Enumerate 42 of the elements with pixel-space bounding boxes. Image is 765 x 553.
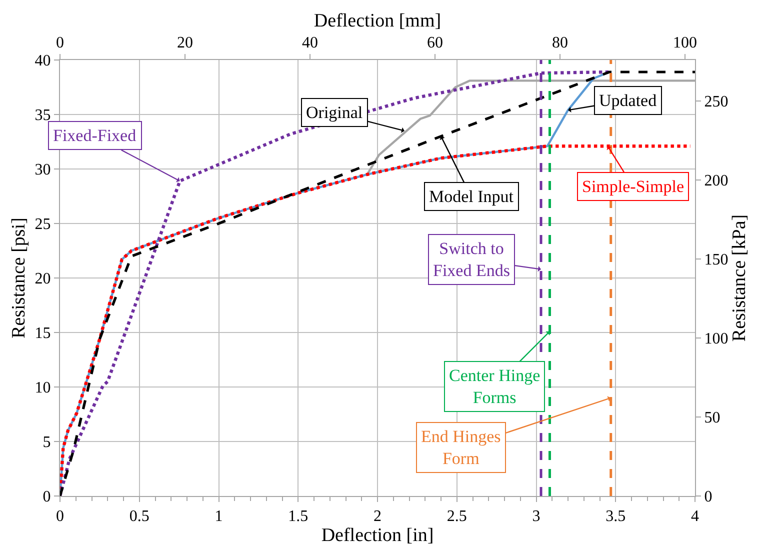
y-tick-label: 40 — [34, 52, 51, 70]
y-tick-label: 25 — [34, 216, 51, 234]
x2-tick-label: 40 — [302, 34, 318, 52]
y-tick-label: 15 — [34, 325, 51, 342]
y-tick-label: 10 — [34, 380, 51, 397]
x-tick-label: 2.5 — [446, 508, 467, 526]
annotation: Model Input — [429, 187, 514, 206]
x-tick-label: 4 — [691, 508, 699, 526]
y2-axis-title: Resistance [kPa] — [729, 214, 750, 342]
annotation: End Hinges Form — [421, 427, 501, 468]
x2-tick-label: 80 — [552, 34, 568, 52]
annotation: Updated — [599, 91, 658, 110]
x2-axis-title: Deflection [mm] — [314, 10, 442, 32]
x2-tick-label: 100 — [673, 34, 697, 52]
x2-tick-label: 60 — [427, 34, 443, 52]
y-tick-label: 0 — [42, 488, 51, 506]
x-axis-title: Deflection [in] — [321, 525, 434, 546]
y2-tick-label: 250 — [704, 93, 728, 110]
annotation: Center Hinge Forms — [449, 366, 540, 408]
y2-tick-label: 100 — [704, 330, 728, 348]
annotation: Fixed-Fixed — [53, 126, 137, 145]
x2-tick-label: 0 — [56, 34, 64, 52]
y2-tick-label: 200 — [704, 172, 728, 190]
x-tick-label: 2 — [374, 508, 382, 526]
y2-tick-label: 150 — [704, 251, 728, 268]
x-tick-label: 1 — [214, 508, 223, 526]
y2-tick-label: 50 — [704, 410, 720, 427]
x-tick-label: 3 — [532, 508, 540, 526]
annotation: Simple-Simple — [582, 177, 684, 196]
y-tick-label: 5 — [42, 434, 51, 452]
x-tick-label: 3.5 — [606, 508, 626, 526]
annotation: Original — [306, 103, 363, 122]
y2-tick-label: 0 — [704, 488, 712, 506]
y-tick-label: 20 — [34, 270, 51, 288]
y-tick-label: 35 — [34, 107, 51, 124]
x-tick-label: 0.5 — [129, 508, 150, 526]
y-axis-title: Resistance [psi] — [8, 218, 30, 338]
x-tick-label: 1.5 — [288, 508, 308, 526]
x2-tick-label: 20 — [177, 34, 193, 52]
y-tick-label: 30 — [34, 162, 51, 179]
x-tick-label: 0 — [56, 508, 64, 526]
annotation: Switch to Fixed Ends — [433, 239, 510, 280]
